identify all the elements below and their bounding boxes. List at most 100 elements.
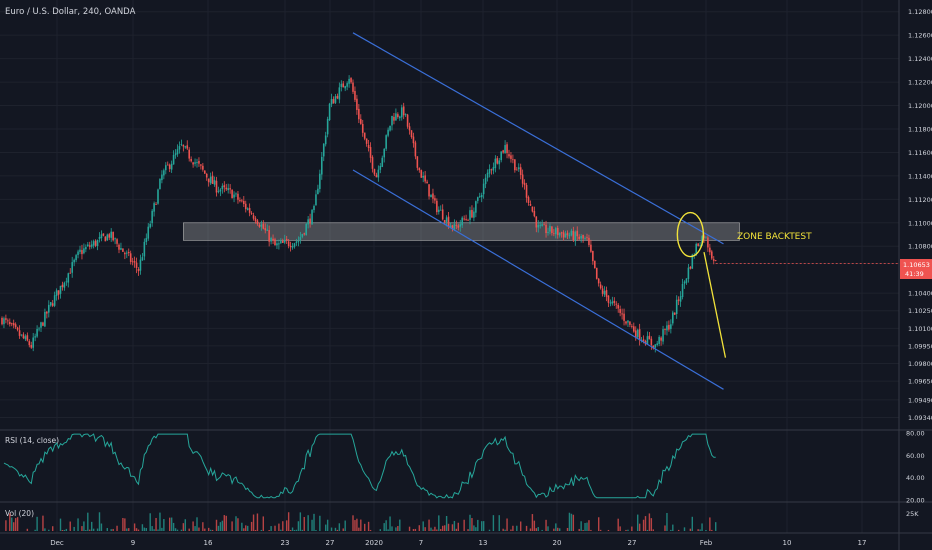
candle-body	[358, 108, 360, 120]
volume-bar	[715, 522, 717, 531]
candle-body	[410, 130, 413, 137]
candle-body	[623, 313, 625, 321]
candle-body	[22, 334, 25, 339]
volume-bar	[646, 529, 649, 531]
time-tick-label: 20	[553, 539, 562, 547]
volume-bar	[124, 518, 126, 531]
volume-bar	[422, 521, 424, 531]
volume-bar	[471, 518, 473, 531]
volume-bar	[16, 517, 19, 531]
volume-bar	[326, 519, 329, 531]
candle-body	[605, 290, 608, 297]
candle-body	[205, 173, 208, 178]
volume-bar	[133, 523, 136, 531]
candle-body	[494, 158, 497, 169]
candle-body	[638, 329, 641, 341]
candle-body	[523, 182, 526, 186]
candle-body	[631, 326, 633, 327]
candle-body	[188, 149, 190, 159]
countdown-text: 41:39	[905, 270, 924, 278]
candle-body	[332, 99, 335, 104]
rsi-tick-label: 80.00	[906, 430, 925, 438]
candle-body	[488, 169, 491, 174]
volume-bar	[77, 518, 79, 531]
candle-body	[500, 151, 502, 161]
volume-bar	[59, 518, 62, 531]
volume-bar	[252, 514, 255, 531]
candle-body	[648, 335, 651, 340]
volume-bar	[184, 519, 186, 531]
candle-body	[555, 228, 557, 235]
candle-body	[315, 194, 317, 206]
candle-body	[77, 251, 79, 255]
candle-body	[477, 197, 479, 201]
candle-body	[714, 260, 717, 261]
candle-body	[675, 299, 678, 314]
volume-bar	[9, 513, 11, 531]
volume-bar	[282, 521, 284, 531]
candle-body	[621, 313, 623, 315]
volume-bar	[504, 529, 506, 531]
candle-body	[293, 243, 296, 247]
volume-bar	[141, 524, 144, 531]
candle-body	[691, 254, 694, 269]
candle-body	[363, 132, 366, 139]
volume-bar	[625, 529, 627, 531]
candle-body	[705, 236, 707, 238]
candle-body	[264, 228, 267, 231]
candle-body	[541, 224, 543, 226]
candle-body	[558, 232, 561, 236]
candle-body	[646, 336, 649, 345]
volume-bar	[488, 529, 491, 531]
volume-bar	[319, 515, 321, 531]
candle-body	[256, 220, 259, 225]
candle-body	[328, 103, 331, 121]
volume-bar	[198, 527, 200, 531]
candle-body	[533, 211, 536, 217]
candle-body	[285, 238, 288, 241]
candle-body	[336, 95, 339, 99]
candle-body	[184, 146, 187, 148]
candle-body	[634, 330, 637, 338]
candle-body	[486, 172, 489, 178]
candle-body	[170, 163, 173, 170]
candle-body	[597, 278, 600, 284]
candle-body	[480, 194, 483, 198]
volume-bar	[112, 528, 114, 531]
candle-body	[360, 118, 362, 124]
candle-body	[484, 177, 487, 185]
volume-bar	[414, 528, 417, 531]
candle-body	[34, 336, 36, 338]
candle-body	[365, 138, 368, 144]
volume-bar	[161, 527, 163, 531]
candle-body	[506, 144, 508, 154]
volume-bar	[568, 512, 571, 531]
candle-body	[248, 208, 251, 213]
candle-body	[701, 236, 703, 246]
volume-bar	[535, 528, 537, 531]
volume-bar	[677, 529, 680, 531]
candle-body	[282, 240, 284, 243]
volume-bar	[81, 526, 83, 531]
volume-bar	[358, 527, 360, 531]
volume-bar	[525, 525, 528, 531]
candle-body	[712, 259, 715, 261]
candle-body	[447, 216, 450, 227]
volume-bar	[293, 529, 296, 531]
candle-body	[348, 78, 350, 84]
candle-body	[110, 231, 112, 238]
volume-bar	[172, 522, 175, 531]
candle-body	[235, 193, 237, 195]
volume-bar	[473, 525, 475, 531]
volume-bar	[650, 518, 653, 531]
volume-bar	[584, 523, 586, 531]
candle-body	[469, 210, 471, 220]
candle-body	[237, 193, 239, 200]
candle-body	[636, 329, 639, 338]
candle-body	[301, 234, 304, 237]
volume-bar	[364, 523, 366, 531]
candle-body	[461, 217, 463, 226]
annotation-layer	[676, 211, 899, 358]
volume-bar	[299, 512, 302, 531]
